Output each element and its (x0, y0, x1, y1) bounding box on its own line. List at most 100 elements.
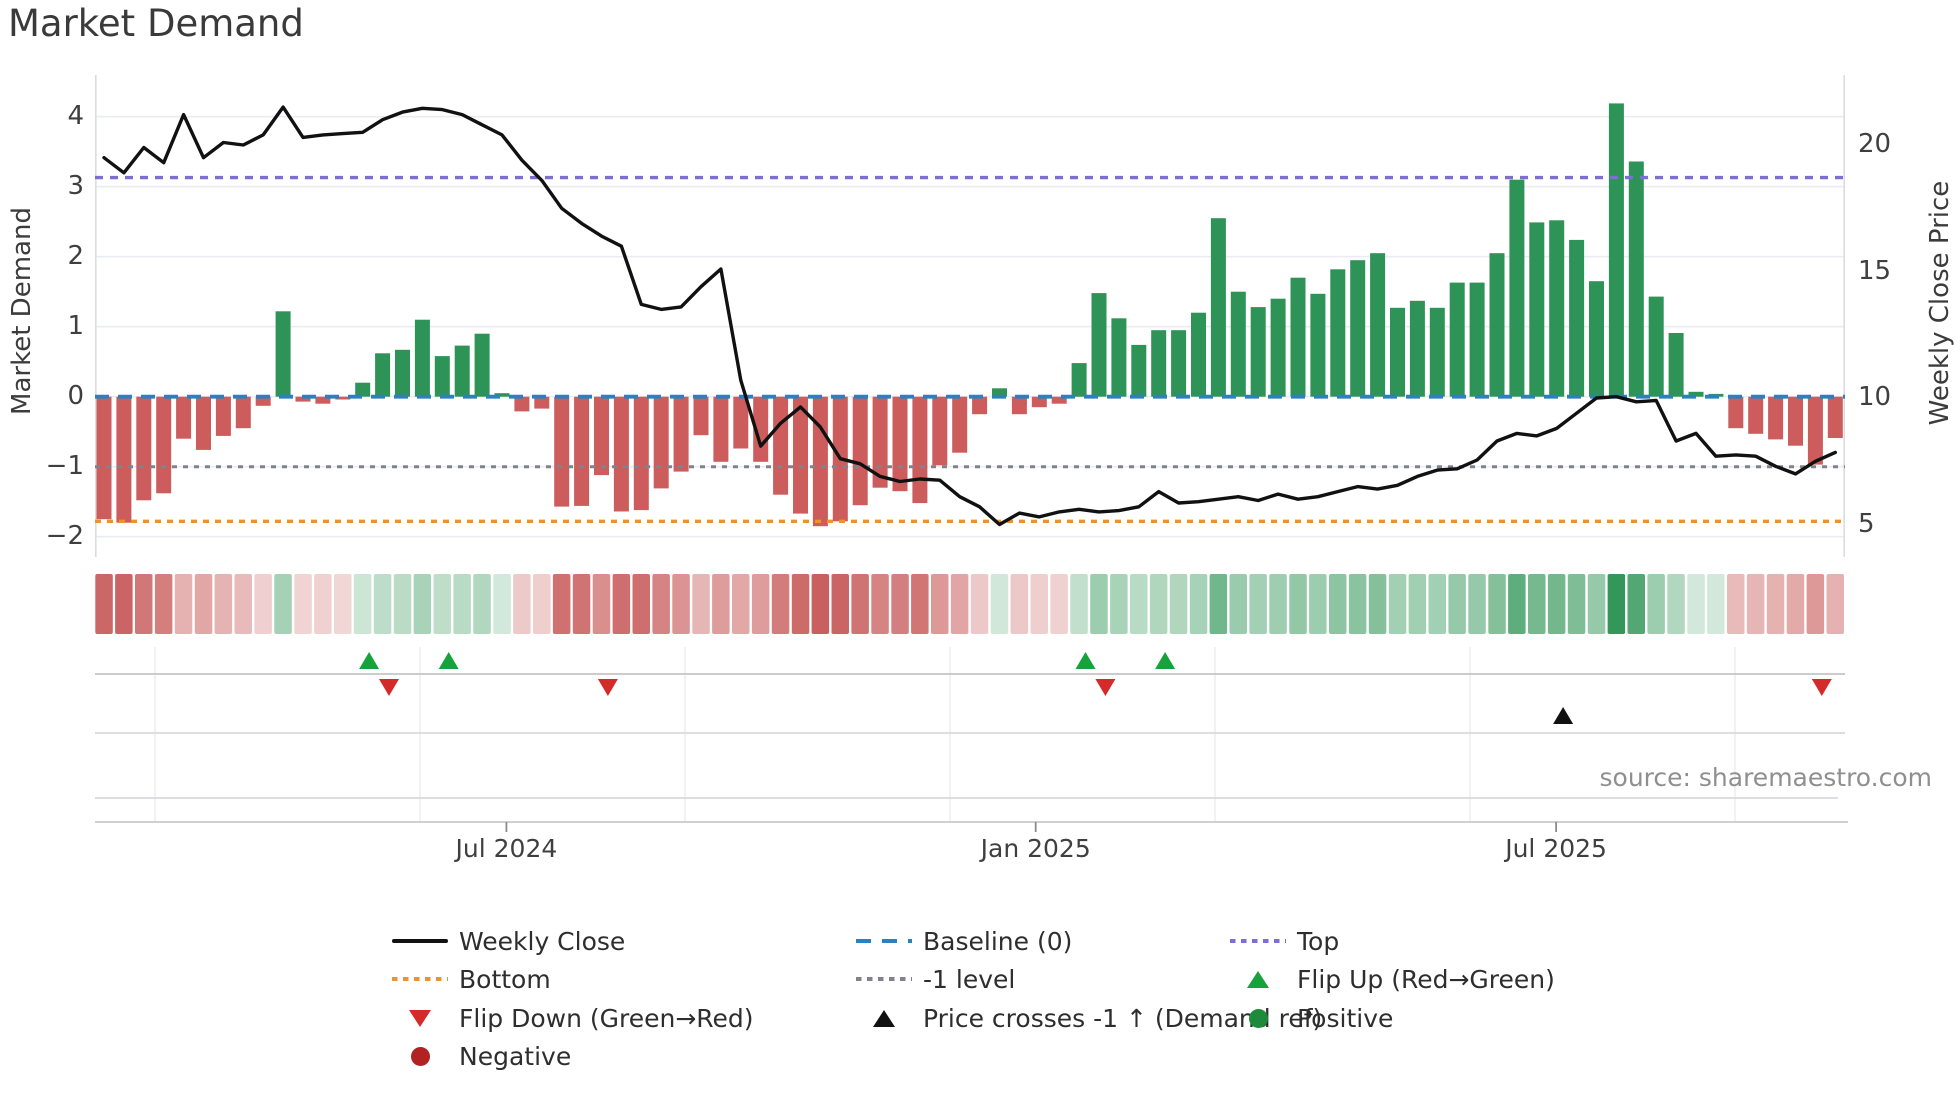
heat-cell (1149, 574, 1168, 634)
baseline-dash-icon (856, 924, 912, 958)
demand-bar (892, 396, 908, 492)
heat-cell (911, 574, 929, 634)
heat-cell (1746, 574, 1765, 634)
demand-bar (1031, 396, 1047, 408)
demand-bar (1370, 253, 1386, 397)
heat-cell (433, 574, 451, 634)
heat-cell (373, 574, 392, 634)
heat-cell (1428, 574, 1446, 634)
source-credit: source: sharemaestro.com (1599, 763, 1933, 792)
heat-cell (1209, 574, 1228, 634)
heat-cell (393, 574, 412, 634)
heat-cell (1070, 574, 1088, 634)
demand-bar (1409, 300, 1425, 397)
demand-bar (534, 396, 550, 409)
heat-cell (1547, 574, 1566, 634)
heat-cell (831, 574, 849, 634)
heat-cell (1627, 574, 1645, 634)
demand-bar (315, 396, 331, 404)
demand-bar (733, 396, 749, 449)
demand-bar (474, 333, 490, 397)
demand-bar (375, 353, 391, 397)
demand-bar (1390, 307, 1405, 397)
heat-cell (314, 574, 332, 634)
heat-cell (473, 574, 491, 634)
heat-cell (1348, 574, 1367, 634)
demand-bar (1330, 269, 1346, 397)
heat-cell (1249, 574, 1267, 634)
heat-cell (95, 574, 113, 634)
demand-bar (1111, 318, 1127, 397)
heat-cell (115, 574, 133, 634)
heat-cell (1826, 574, 1844, 634)
legend-item-positive: Positive (1230, 1001, 1393, 1035)
demand-bar (693, 396, 709, 436)
heat-cell (194, 574, 213, 634)
demand-bar (1688, 391, 1704, 397)
demand-bar (1011, 396, 1027, 415)
heat-cell (990, 574, 1009, 634)
demand-bar (1628, 161, 1644, 397)
right-tick-10: 10 (1858, 381, 1892, 412)
demand-bar (196, 396, 211, 450)
flip-up-marker (1075, 652, 1096, 669)
heat-cell (851, 574, 869, 634)
heat-cell (1667, 574, 1685, 634)
demand-bar (852, 396, 868, 506)
flip-down-triangle-icon (392, 1001, 448, 1035)
heat-cell (751, 574, 770, 634)
heat-cell (493, 574, 511, 634)
demand-bar (713, 396, 729, 462)
demand-bar (1310, 293, 1326, 397)
demand-bar (1191, 312, 1206, 397)
heat-cell (1169, 574, 1188, 634)
demand-bar (295, 396, 311, 402)
demand-bar (235, 396, 251, 429)
heat-cell (1707, 574, 1725, 634)
demand-bar (1350, 260, 1366, 397)
demand-bar (1091, 293, 1107, 397)
heat-cell (811, 574, 830, 634)
demand-bar (1230, 291, 1246, 397)
x-tick-label: Jul 2025 (1503, 834, 1607, 863)
heat-cell (652, 574, 670, 634)
price-cross-triangle-icon (856, 1001, 912, 1035)
legend-item-flip-up: Flip Up (Red→Green) (1230, 962, 1555, 996)
demand-bar (972, 396, 988, 415)
demand-bar (275, 311, 291, 397)
flip-down-marker (1811, 679, 1832, 696)
heat-cell (1468, 574, 1486, 634)
heat-cell (1806, 574, 1825, 634)
flip-down-marker (379, 679, 399, 696)
heat-cell (1010, 574, 1029, 634)
heat-cell (931, 574, 949, 634)
demand-bar (753, 396, 769, 462)
heat-cell (871, 574, 889, 634)
legend-item-baseline: Baseline (0) (856, 924, 1072, 958)
flip-up-triangle-icon (1230, 962, 1286, 996)
legend-item-minus1-level: -1 level (856, 962, 1015, 996)
heat-cell (712, 574, 730, 634)
demand-bar (1788, 396, 1803, 446)
heat-cell (453, 574, 471, 634)
left-tick-−2: −2 (45, 520, 84, 551)
demand-bar (434, 356, 450, 397)
heat-cell (334, 574, 352, 634)
heat-cell (672, 574, 690, 634)
heat-cell (214, 574, 233, 634)
demand-heat-strip (95, 574, 1844, 634)
heat-cell (592, 574, 611, 634)
demand-bar (594, 396, 609, 476)
demand-bar (1648, 296, 1664, 397)
left-tick-2: 2 (67, 240, 84, 271)
heat-cell (1528, 574, 1546, 634)
heat-cell (1050, 574, 1068, 634)
demand-bar (96, 396, 112, 520)
flip-down-marker (597, 679, 618, 696)
heat-cell (1587, 574, 1606, 634)
heat-cell (294, 574, 312, 634)
heat-cell (1189, 574, 1208, 634)
demand-bar (1827, 396, 1843, 438)
demand-bar (653, 396, 669, 489)
